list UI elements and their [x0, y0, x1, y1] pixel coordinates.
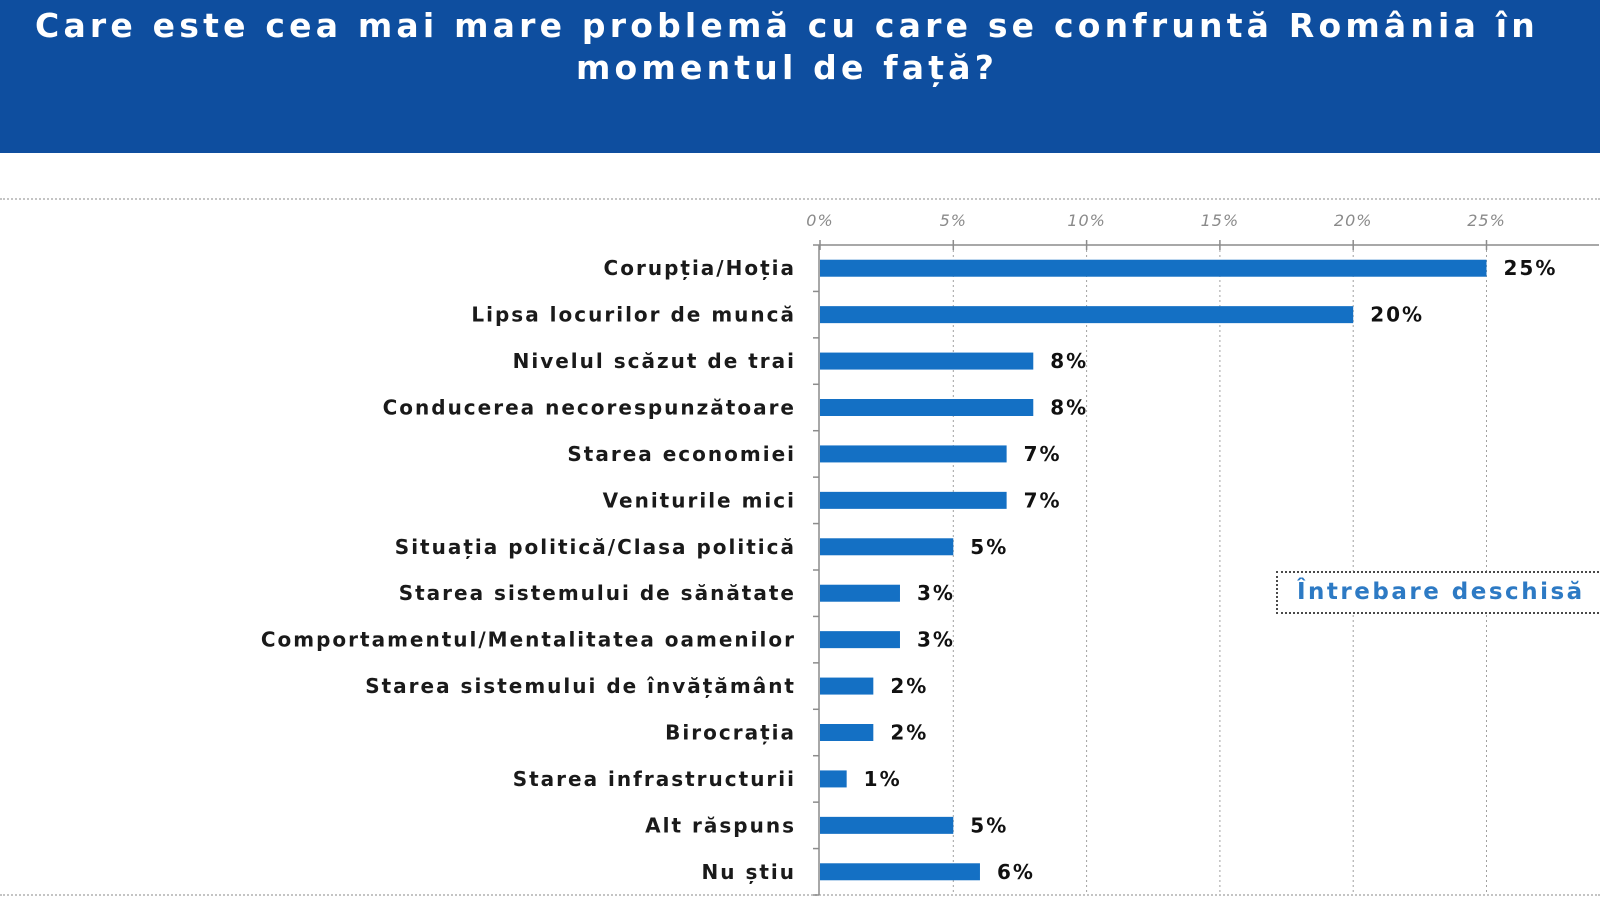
category-label: Starea sistemului de sănătate: [399, 581, 796, 605]
data-label: 2%: [890, 674, 928, 698]
data-label: 7%: [1024, 442, 1062, 466]
x-tick-label: 25%: [1467, 211, 1506, 230]
separator-line: [0, 198, 1600, 200]
x-tick-label: 10%: [1067, 211, 1106, 230]
bar: [820, 677, 874, 695]
x-tick-label: 20%: [1334, 211, 1373, 230]
bar: [820, 770, 847, 788]
data-label: 5%: [970, 535, 1008, 559]
category-label: Nu știu: [702, 860, 797, 884]
data-label: 3%: [917, 581, 955, 605]
category-label: Starea sistemului de învățământ: [365, 674, 796, 698]
category-label: Comportamentul/Mentalitatea oamenilor: [261, 628, 796, 652]
bar: [820, 863, 980, 881]
data-label: 8%: [1050, 349, 1088, 373]
bar: [820, 816, 954, 834]
data-label: 3%: [917, 628, 955, 652]
bar: [820, 399, 1034, 416]
data-label: 5%: [970, 813, 1008, 837]
category-label: Birocrația: [665, 721, 796, 745]
category-label: Nivelul scăzut de trai: [513, 349, 796, 373]
category-label: Starea economiei: [567, 442, 796, 466]
title-banner: Care este cea mai mare problemă cu care …: [0, 0, 1600, 153]
separator-line: [0, 894, 1600, 896]
bar: [820, 306, 1354, 324]
category-label: Veniturile mici: [603, 488, 796, 512]
category-label: Lipsa locurilor de muncă: [471, 303, 796, 327]
chart-title: Care este cea mai mare problemă cu care …: [35, 6, 1539, 87]
open-question-note: Întrebare deschisă: [1276, 571, 1599, 614]
data-label: 1%: [864, 767, 902, 791]
category-label: Conducerea necorespunzătoare: [383, 396, 796, 420]
bar: [820, 584, 900, 602]
data-label: 8%: [1050, 396, 1088, 420]
bar: [820, 724, 874, 741]
x-tick-label: 0%: [806, 211, 833, 230]
data-label: 6%: [997, 860, 1035, 884]
data-label: 2%: [890, 721, 928, 745]
x-tick-label: 15%: [1201, 211, 1240, 230]
data-label: 7%: [1024, 488, 1062, 512]
bar: [820, 352, 1034, 370]
category-label: Alt răspuns: [645, 813, 796, 837]
data-label: 25%: [1504, 256, 1558, 280]
category-label: Starea infrastructurii: [513, 767, 796, 791]
bar: [820, 445, 1007, 463]
category-label: Situația politică/Clasa politică: [395, 535, 796, 559]
bar: [820, 491, 1007, 509]
data-label: 20%: [1370, 303, 1424, 327]
bar: [820, 631, 900, 649]
bar: [820, 259, 1487, 277]
category-label: Corupția/Hoția: [604, 256, 796, 280]
x-tick-label: 5%: [940, 211, 967, 230]
bar: [820, 538, 954, 556]
